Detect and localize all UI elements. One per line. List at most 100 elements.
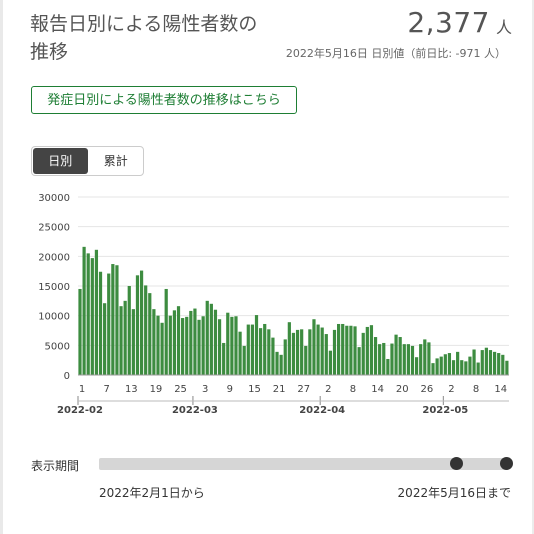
- bar: [201, 316, 205, 375]
- bar: [193, 308, 197, 375]
- bar: [435, 358, 439, 375]
- date-and-diff: 2022年5月16日 日別値（前日比: -971 人）: [285, 47, 506, 60]
- daily-count-unit: 人: [495, 18, 512, 37]
- month-label: 2022-03: [172, 405, 218, 416]
- x-tick-label: 20: [396, 384, 409, 395]
- month-label: 2022-04: [299, 405, 345, 416]
- x-tick-label: 25: [174, 384, 187, 395]
- daily-count: 2,377: [407, 6, 490, 39]
- x-tick-label: 1: [79, 384, 85, 395]
- bar: [107, 273, 111, 375]
- bar: [111, 264, 115, 375]
- bar: [160, 322, 164, 375]
- bar: [271, 337, 275, 375]
- y-tick-label: 30000: [38, 193, 70, 204]
- bar: [386, 358, 390, 375]
- x-tick-label: 2: [325, 384, 331, 395]
- x-tick-label: 15: [248, 384, 261, 395]
- x-tick-label: 14: [494, 384, 507, 395]
- bar: [460, 360, 464, 375]
- bar: [259, 328, 263, 375]
- bar: [246, 324, 250, 375]
- bar: [427, 342, 431, 375]
- bar: [254, 315, 259, 375]
- bar: [164, 288, 168, 375]
- bar: [365, 326, 369, 375]
- period-slider-track[interactable]: [99, 458, 509, 470]
- bar: [505, 360, 509, 375]
- bar: [275, 351, 279, 375]
- bar: [103, 303, 107, 375]
- bar: [443, 354, 447, 375]
- bar: [283, 339, 287, 375]
- bar: [287, 322, 291, 375]
- bar: [238, 331, 242, 375]
- period-from-text: 2022年2月1日から: [99, 486, 205, 500]
- bar: [419, 344, 423, 375]
- bar: [217, 319, 222, 375]
- bar: [139, 270, 144, 375]
- bar: [304, 345, 308, 375]
- bar: [131, 309, 135, 375]
- bar: [172, 310, 177, 375]
- y-tick-label: 20000: [38, 252, 70, 263]
- x-tick-label: 26: [420, 384, 433, 395]
- bar: [267, 329, 271, 375]
- toggle-cumulative[interactable]: 累計: [103, 154, 128, 168]
- bar: [468, 356, 472, 375]
- bar: [209, 303, 213, 375]
- bar: [115, 265, 119, 375]
- bar: [431, 363, 435, 375]
- bar: [337, 323, 341, 375]
- bar: [135, 275, 140, 375]
- bar: [394, 334, 398, 375]
- x-tick-label: 7: [103, 384, 109, 395]
- period-slider-end-handle[interactable]: [500, 457, 513, 470]
- bar: [148, 293, 152, 375]
- bar: [156, 315, 160, 375]
- toggle-daily[interactable]: 日別: [33, 148, 88, 174]
- bar: [308, 329, 312, 375]
- bar: [332, 329, 337, 375]
- bar: [168, 315, 172, 375]
- bar: [320, 327, 324, 375]
- right-divider: [532, 0, 534, 534]
- x-tick-label: 9: [227, 384, 233, 395]
- bar: [472, 349, 476, 375]
- bar: [398, 337, 402, 375]
- left-divider: [0, 0, 3, 534]
- bar: [197, 319, 201, 375]
- bar: [456, 351, 460, 375]
- bar: [357, 347, 361, 375]
- bar: [501, 354, 505, 375]
- bar: [176, 306, 181, 375]
- bar: [86, 253, 90, 375]
- bar: [378, 344, 382, 375]
- bar: [213, 309, 218, 375]
- x-tick-label: 14: [371, 384, 384, 395]
- bar: [205, 300, 209, 375]
- y-tick-label: 25000: [38, 223, 70, 234]
- period-slider-start-handle[interactable]: [450, 457, 463, 470]
- bar: [402, 344, 406, 375]
- bar: [492, 351, 497, 375]
- bar: [291, 332, 296, 375]
- bar: [312, 319, 316, 375]
- bar: [316, 324, 320, 375]
- bar: [484, 347, 488, 375]
- bar: [414, 357, 419, 375]
- period-to-text: 2022年5月16日まで: [397, 486, 511, 500]
- bar: [222, 342, 226, 375]
- onset-date-link-button[interactable]: 発症日別による陽性者数の推移はこちら: [31, 86, 297, 114]
- bar: [361, 332, 365, 375]
- bar: [300, 329, 304, 375]
- daily-cumulative-toggle: 日別 累計: [31, 146, 144, 176]
- bar: [250, 324, 255, 375]
- month-label: 2022-02: [57, 405, 103, 416]
- bar: [497, 353, 501, 375]
- bar: [406, 344, 410, 375]
- bar: [152, 309, 156, 375]
- y-tick-label: 15000: [38, 282, 70, 293]
- x-tick-label: 2: [448, 384, 454, 395]
- bar: [189, 310, 193, 375]
